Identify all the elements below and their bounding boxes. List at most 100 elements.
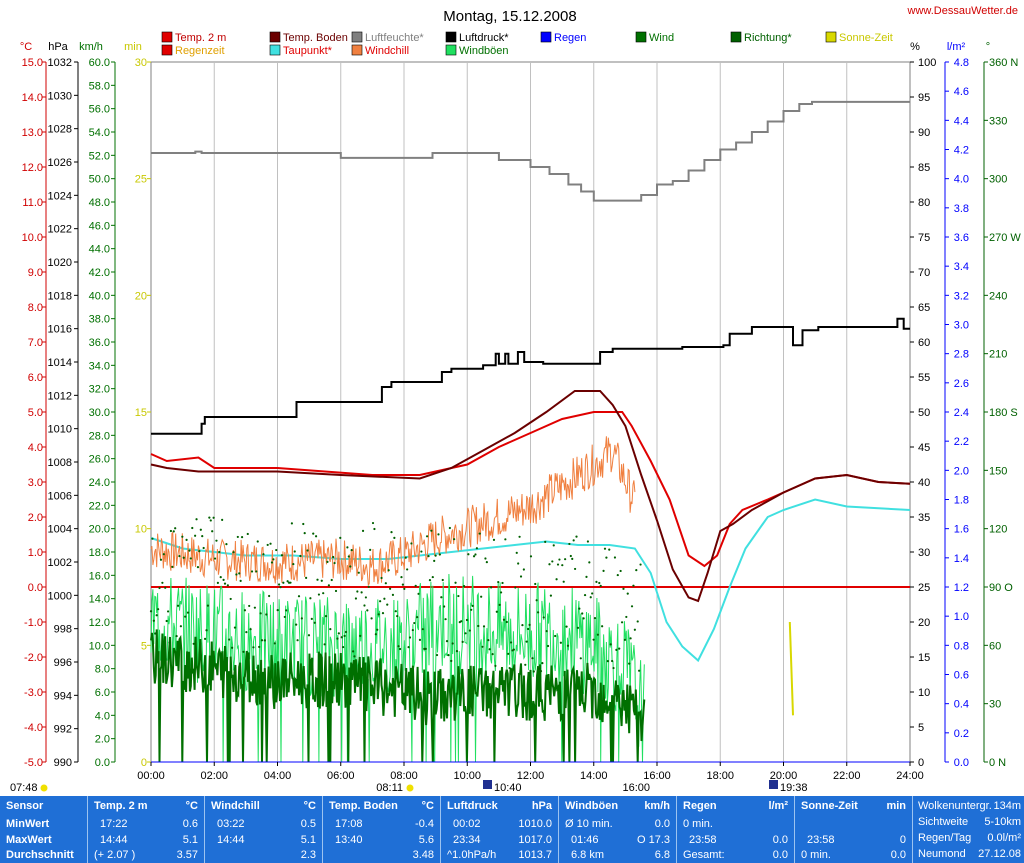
- legend-label: Richtung*: [744, 32, 792, 44]
- direction-point: [460, 620, 463, 623]
- direction-point: [343, 634, 346, 638]
- direction-point: [612, 666, 615, 670]
- direction-point: [396, 614, 399, 618]
- direction-point: [622, 587, 625, 590]
- direction-point: [231, 646, 234, 649]
- direction-point: [248, 604, 251, 608]
- rain-tick-label: 4.0: [954, 174, 969, 186]
- footer-cell: 5.6: [418, 834, 434, 846]
- pressure-tick-label: 1004: [48, 524, 72, 536]
- direction-point: [219, 575, 222, 579]
- direction-point: [265, 613, 268, 616]
- direction-point: [322, 592, 325, 595]
- temp-tick-label: 4.0: [28, 442, 43, 454]
- site-link[interactable]: www.DessauWetter.de: [907, 5, 1018, 17]
- direction-point: [386, 603, 389, 606]
- direction-point: [151, 537, 154, 540]
- direction-point: [306, 549, 309, 552]
- pressure-tick-label: 994: [54, 690, 72, 702]
- direction-point: [544, 540, 547, 544]
- direction-tick-label: 210: [989, 349, 1007, 361]
- direction-point: [184, 615, 187, 618]
- axis-unit-label: °C: [20, 41, 32, 53]
- direction-point: [179, 625, 182, 628]
- footer-cell: 0.0: [772, 849, 788, 861]
- direction-point: [424, 647, 427, 650]
- footer-tempboden-unit: °C: [421, 800, 434, 812]
- direction-point: [585, 575, 588, 578]
- direction-point: [435, 653, 439, 657]
- footer-cell: (+ 2.07 ): [94, 849, 136, 861]
- direction-point: [576, 626, 580, 629]
- footer-temp2m-col: Temp. 2 m °C 17:22 0.6 14:44 5.1 (+ 2.07…: [88, 796, 205, 863]
- rain-tick-label: 4.6: [954, 86, 969, 98]
- rain-tick-label: 3.0: [954, 320, 969, 332]
- direction-point: [205, 629, 208, 632]
- direction-point: [609, 643, 612, 646]
- footer-cell: 1013.7: [518, 849, 552, 861]
- direction-point: [390, 531, 393, 534]
- direction-point: [428, 579, 432, 582]
- direction-point: [589, 596, 592, 599]
- rain-tick-label: 1.6: [954, 524, 969, 536]
- direction-point: [593, 616, 597, 620]
- direction-point: [445, 640, 449, 643]
- direction-point: [161, 581, 164, 584]
- direction-point: [152, 619, 155, 622]
- chart-title: Montag, 15.12.2008: [443, 8, 576, 25]
- direction-point: [524, 663, 527, 666]
- direction-point: [192, 642, 195, 645]
- footer-cell: 03:22: [217, 818, 245, 830]
- direction-point: [519, 575, 523, 578]
- footer-sonne-header: Sonne-Zeit: [801, 800, 858, 812]
- direction-point: [501, 581, 504, 585]
- direction-point: [603, 547, 607, 550]
- temp-tick-label: 7.0: [28, 337, 43, 349]
- direction-point: [309, 597, 312, 600]
- direction-point: [498, 603, 501, 606]
- direction-point: [582, 617, 585, 620]
- direction-point: [245, 631, 248, 634]
- direction-point: [564, 558, 567, 561]
- direction-point: [176, 604, 180, 607]
- x-tick-label: 22:00: [833, 770, 861, 782]
- sun-icon: [40, 784, 48, 792]
- direction-point: [260, 639, 264, 642]
- footer-cell: Wolkenuntergr.: [918, 800, 992, 812]
- direction-point: [468, 629, 471, 632]
- wind-tick-label: 58.0: [89, 80, 110, 92]
- rain-tick-label: 4.2: [954, 145, 969, 157]
- humidity-tick-label: 10: [918, 687, 930, 699]
- footer-windboeen-header: Windböen: [565, 800, 619, 812]
- direction-point: [324, 615, 328, 618]
- footer-cell: 5-10km: [984, 816, 1021, 828]
- direction-point: [447, 653, 450, 657]
- sun-tick-label: 30: [135, 57, 147, 69]
- x-tick-label: 20:00: [770, 770, 798, 782]
- stats-footer: Sensor MinWert MaxWert Durchschnitt Temp…: [0, 796, 1024, 863]
- footer-cell: 6.8 km: [571, 849, 605, 861]
- direction-point: [169, 529, 173, 533]
- rain-tick-label: 3.4: [954, 261, 969, 273]
- legend-swatch: [445, 44, 457, 56]
- direction-point: [477, 624, 480, 628]
- direction-point: [149, 610, 153, 613]
- wind-tick-label: 48.0: [89, 197, 110, 209]
- direction-point: [549, 594, 552, 597]
- direction-point: [380, 576, 383, 580]
- footer-windchill-unit: °C: [303, 800, 316, 812]
- direction-point: [280, 554, 284, 557]
- direction-point: [406, 568, 409, 571]
- direction-point: [268, 594, 271, 598]
- humidity-tick-label: 55: [918, 372, 930, 384]
- rain-tick-label: 0.0: [954, 757, 969, 769]
- direction-point: [367, 585, 370, 588]
- direction-point: [492, 538, 496, 541]
- rain-tick-label: 3.2: [954, 290, 969, 302]
- direction-point: [632, 584, 635, 587]
- footer-windchill-header: Windchill: [211, 800, 260, 812]
- direction-point: [536, 611, 540, 614]
- direction-point: [164, 586, 167, 589]
- direction-point: [212, 516, 215, 519]
- footer-cell: 00:02: [453, 818, 481, 830]
